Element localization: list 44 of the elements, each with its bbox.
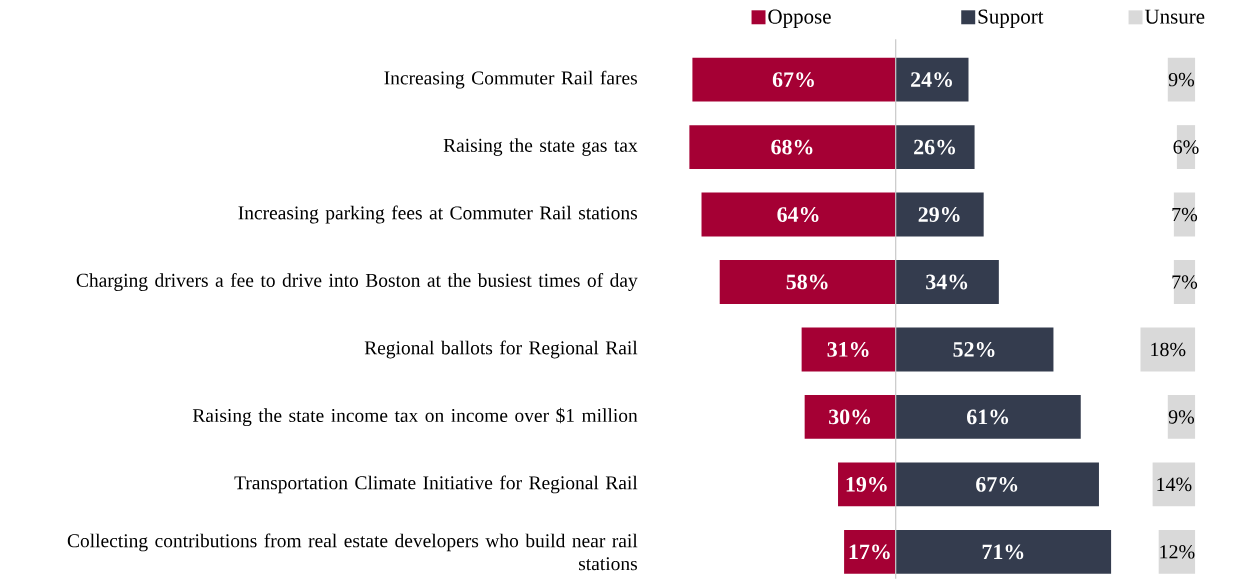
y-tick-label: Increasing Commuter Rail fares (384, 70, 637, 89)
data-label: 7% (1172, 207, 1198, 222)
bar (1152, 462, 1196, 507)
data-label: 52% (953, 342, 995, 357)
data-label: 61% (967, 409, 1009, 425)
y-tick-label: Collecting contributions from real estate developers who build near rail stations (67, 533, 638, 571)
bar (1167, 395, 1196, 439)
bar (1173, 260, 1196, 304)
data-label: 18% (1151, 342, 1186, 357)
bar (838, 462, 896, 507)
y-tick-label: Regional ballots for Regional Rail (364, 340, 638, 359)
y-tick-label: Raising the state income tax on income over $1 million (192, 407, 638, 427)
data-label: 17% (849, 544, 890, 560)
data-label: 67% (976, 477, 1018, 492)
data-label: 31% (827, 342, 869, 357)
data-label: 9% (1168, 410, 1195, 424)
y-tick-label: Charging drivers a fee to drive into Boston at the busiest times of day (76, 273, 638, 292)
data-label: 68% (771, 139, 813, 155)
data-label: 30% (829, 409, 871, 425)
data-label: 9% (1168, 72, 1195, 87)
data-label: 29% (918, 207, 960, 223)
data-label: 34% (926, 274, 968, 290)
bar (1158, 530, 1196, 574)
data-label: 19% (846, 477, 887, 492)
y-tick-label: Increasing parking fees at Commuter Rail stations (238, 205, 638, 224)
legend-label: Support (978, 9, 1044, 29)
data-label: 26% (914, 139, 956, 155)
y-tick-label: Raising the state gas tax (443, 138, 638, 156)
bar (1173, 192, 1196, 237)
bar (844, 530, 896, 574)
data-label: 67% (772, 72, 814, 88)
y-tick-label: Transportation Climate Initiative for Regional Rail (234, 475, 638, 494)
data-label: 7% (1172, 275, 1198, 289)
legend-label: Oppose (768, 9, 831, 29)
data-label: 58% (786, 274, 828, 290)
bar (1140, 327, 1196, 372)
data-label: 12% (1160, 545, 1195, 559)
data-label: 6% (1173, 140, 1199, 154)
bar (1167, 57, 1196, 102)
data-label: 24% (911, 72, 952, 88)
data-label: 71% (982, 544, 1024, 560)
data-label: 64% (777, 207, 819, 223)
data-label: 14% (1157, 477, 1192, 492)
legend-label: Unsure (1144, 9, 1205, 24)
